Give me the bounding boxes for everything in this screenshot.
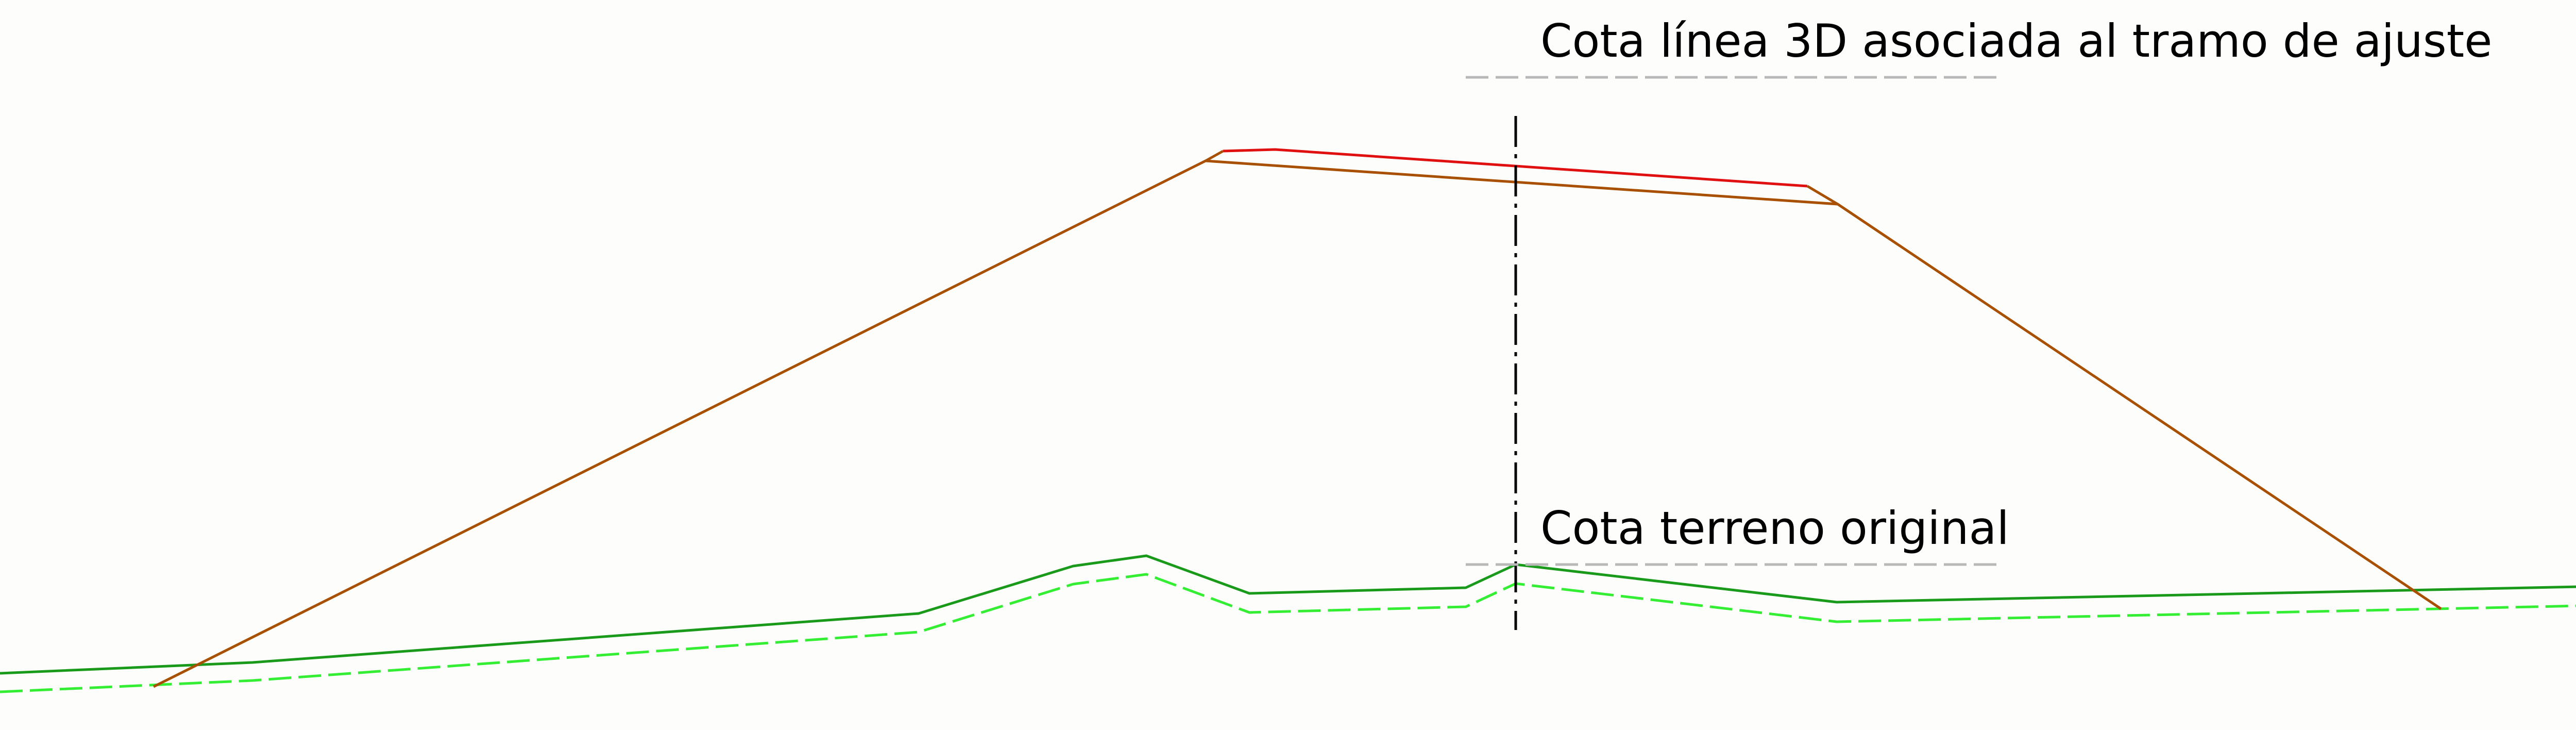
left-connector-line xyxy=(1205,150,1224,162)
embankment-profile-line xyxy=(152,159,2442,688)
bottom-label: Cota terreno original xyxy=(1540,502,2009,555)
top-label: Cota línea 3D asociada al tramo de ajust… xyxy=(1540,14,2492,68)
original-terrain-line xyxy=(0,554,2576,675)
offset-terrain-line xyxy=(0,573,2576,693)
right-connector-line xyxy=(1806,185,1839,206)
3d-line-profile xyxy=(1223,148,1808,188)
